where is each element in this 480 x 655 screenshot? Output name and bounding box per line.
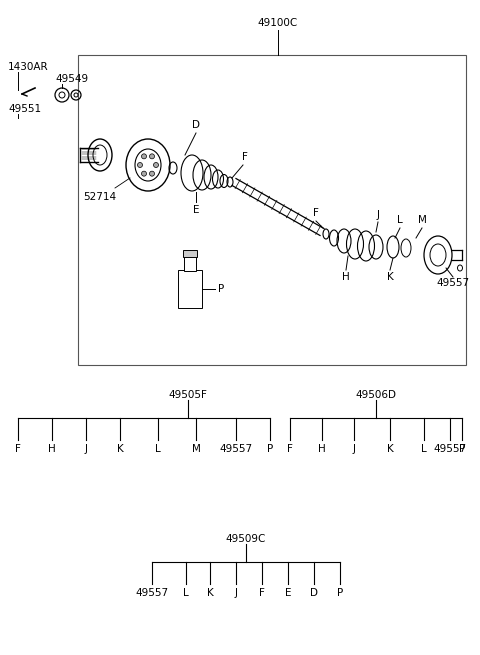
Text: 49557: 49557 <box>219 444 252 454</box>
Ellipse shape <box>137 162 143 168</box>
Bar <box>78 55 466 365</box>
Text: L: L <box>397 215 403 225</box>
Text: 49549: 49549 <box>55 74 88 84</box>
Bar <box>184 256 196 271</box>
Text: J: J <box>376 210 380 220</box>
Text: L: L <box>183 588 189 598</box>
Ellipse shape <box>142 154 146 159</box>
Ellipse shape <box>149 171 155 176</box>
Text: 49551: 49551 <box>8 104 41 114</box>
Text: 1430AR: 1430AR <box>8 62 48 72</box>
Text: 49506D: 49506D <box>356 390 396 400</box>
Text: J: J <box>84 444 87 454</box>
Text: F: F <box>313 208 319 218</box>
Text: F: F <box>242 152 248 162</box>
Text: E: E <box>285 588 291 598</box>
Text: H: H <box>318 444 326 454</box>
Text: K: K <box>117 444 123 454</box>
Text: H: H <box>48 444 56 454</box>
Text: 49557: 49557 <box>135 588 168 598</box>
Text: P: P <box>267 444 273 454</box>
Text: M: M <box>192 444 201 454</box>
Text: 52714: 52714 <box>84 192 117 202</box>
Bar <box>183 250 197 257</box>
Text: 49505F: 49505F <box>168 390 207 400</box>
Text: 49557: 49557 <box>436 278 469 288</box>
Text: P: P <box>218 284 224 294</box>
Text: M: M <box>418 215 426 225</box>
Text: J: J <box>352 444 356 454</box>
Text: 49509C: 49509C <box>226 534 266 544</box>
Text: K: K <box>386 272 394 282</box>
Bar <box>178 270 202 308</box>
Text: K: K <box>206 588 214 598</box>
Text: P: P <box>459 444 465 454</box>
Text: D: D <box>310 588 318 598</box>
Ellipse shape <box>142 171 146 176</box>
Text: J: J <box>235 588 238 598</box>
Text: 49100C: 49100C <box>258 18 298 28</box>
Text: 49557: 49557 <box>433 444 467 454</box>
Text: F: F <box>259 588 265 598</box>
Ellipse shape <box>154 162 158 168</box>
Text: P: P <box>337 588 343 598</box>
Text: E: E <box>193 205 199 215</box>
Ellipse shape <box>149 154 155 159</box>
Text: F: F <box>287 444 293 454</box>
Text: K: K <box>386 444 394 454</box>
Text: H: H <box>342 272 350 282</box>
Text: L: L <box>421 444 427 454</box>
Text: D: D <box>192 120 200 130</box>
Text: L: L <box>155 444 161 454</box>
Text: F: F <box>15 444 21 454</box>
